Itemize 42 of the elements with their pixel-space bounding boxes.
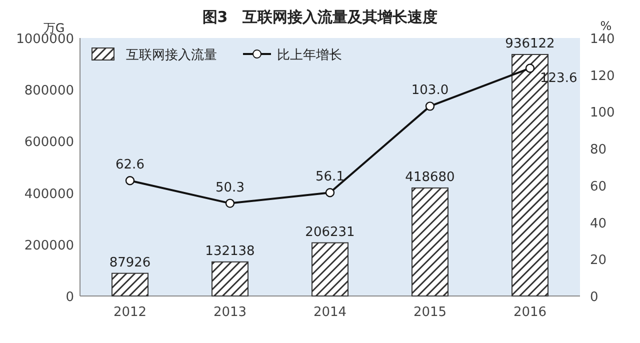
point	[525, 64, 535, 73]
x-tick-label: 2016	[513, 305, 547, 320]
data-label: 56.1	[316, 170, 344, 185]
y-tick-label: 800000	[24, 84, 74, 99]
y-tick-label: 200000	[24, 238, 74, 254]
bar	[412, 187, 448, 296]
y2-tick-label: 140	[590, 32, 615, 47]
y-tick-label: 400000	[24, 186, 74, 202]
y2-tick-label: 60	[590, 179, 607, 194]
point	[325, 188, 335, 198]
point	[125, 176, 135, 186]
legend-label: 互联网接入流量	[126, 47, 217, 63]
bar	[312, 242, 348, 296]
bar	[212, 261, 248, 296]
y2-tick-label: 80	[590, 142, 607, 158]
y2-tick-label: 40	[590, 216, 607, 232]
data-label: 62.6	[116, 158, 144, 173]
data-label: 50.3	[216, 180, 244, 196]
data-label: 418680	[405, 170, 455, 185]
x-tick-label: 2013	[213, 305, 247, 320]
data-label: 206231	[305, 224, 355, 240]
y-tick-label: 600000	[24, 135, 74, 150]
y2-tick-label: 100	[590, 106, 615, 121]
y2-tick-label: 0	[590, 290, 598, 305]
y-tick-label: 0	[66, 290, 74, 305]
data-label: 103.0	[411, 83, 449, 98]
legend-label: 比上年增长	[277, 48, 342, 63]
data-label: 132138	[205, 244, 255, 259]
chart-title: 图3 互联网接入流量及其增长速度	[202, 8, 438, 26]
bar	[112, 272, 148, 296]
y2-tick-label: 20	[590, 253, 607, 268]
y2-axis-title: %	[600, 19, 612, 33]
y2-tick-label: 120	[590, 68, 615, 84]
point	[425, 102, 435, 111]
y-tick-label: 1000000	[16, 32, 74, 47]
x-tick-label: 2015	[413, 305, 447, 320]
data-label: 936122	[505, 36, 555, 52]
data-label: 87926	[109, 255, 151, 270]
x-tick-label: 2012	[113, 305, 147, 320]
y-axis-title: 万G	[43, 21, 65, 35]
point	[225, 198, 235, 208]
x-tick-label: 2014	[313, 305, 347, 320]
